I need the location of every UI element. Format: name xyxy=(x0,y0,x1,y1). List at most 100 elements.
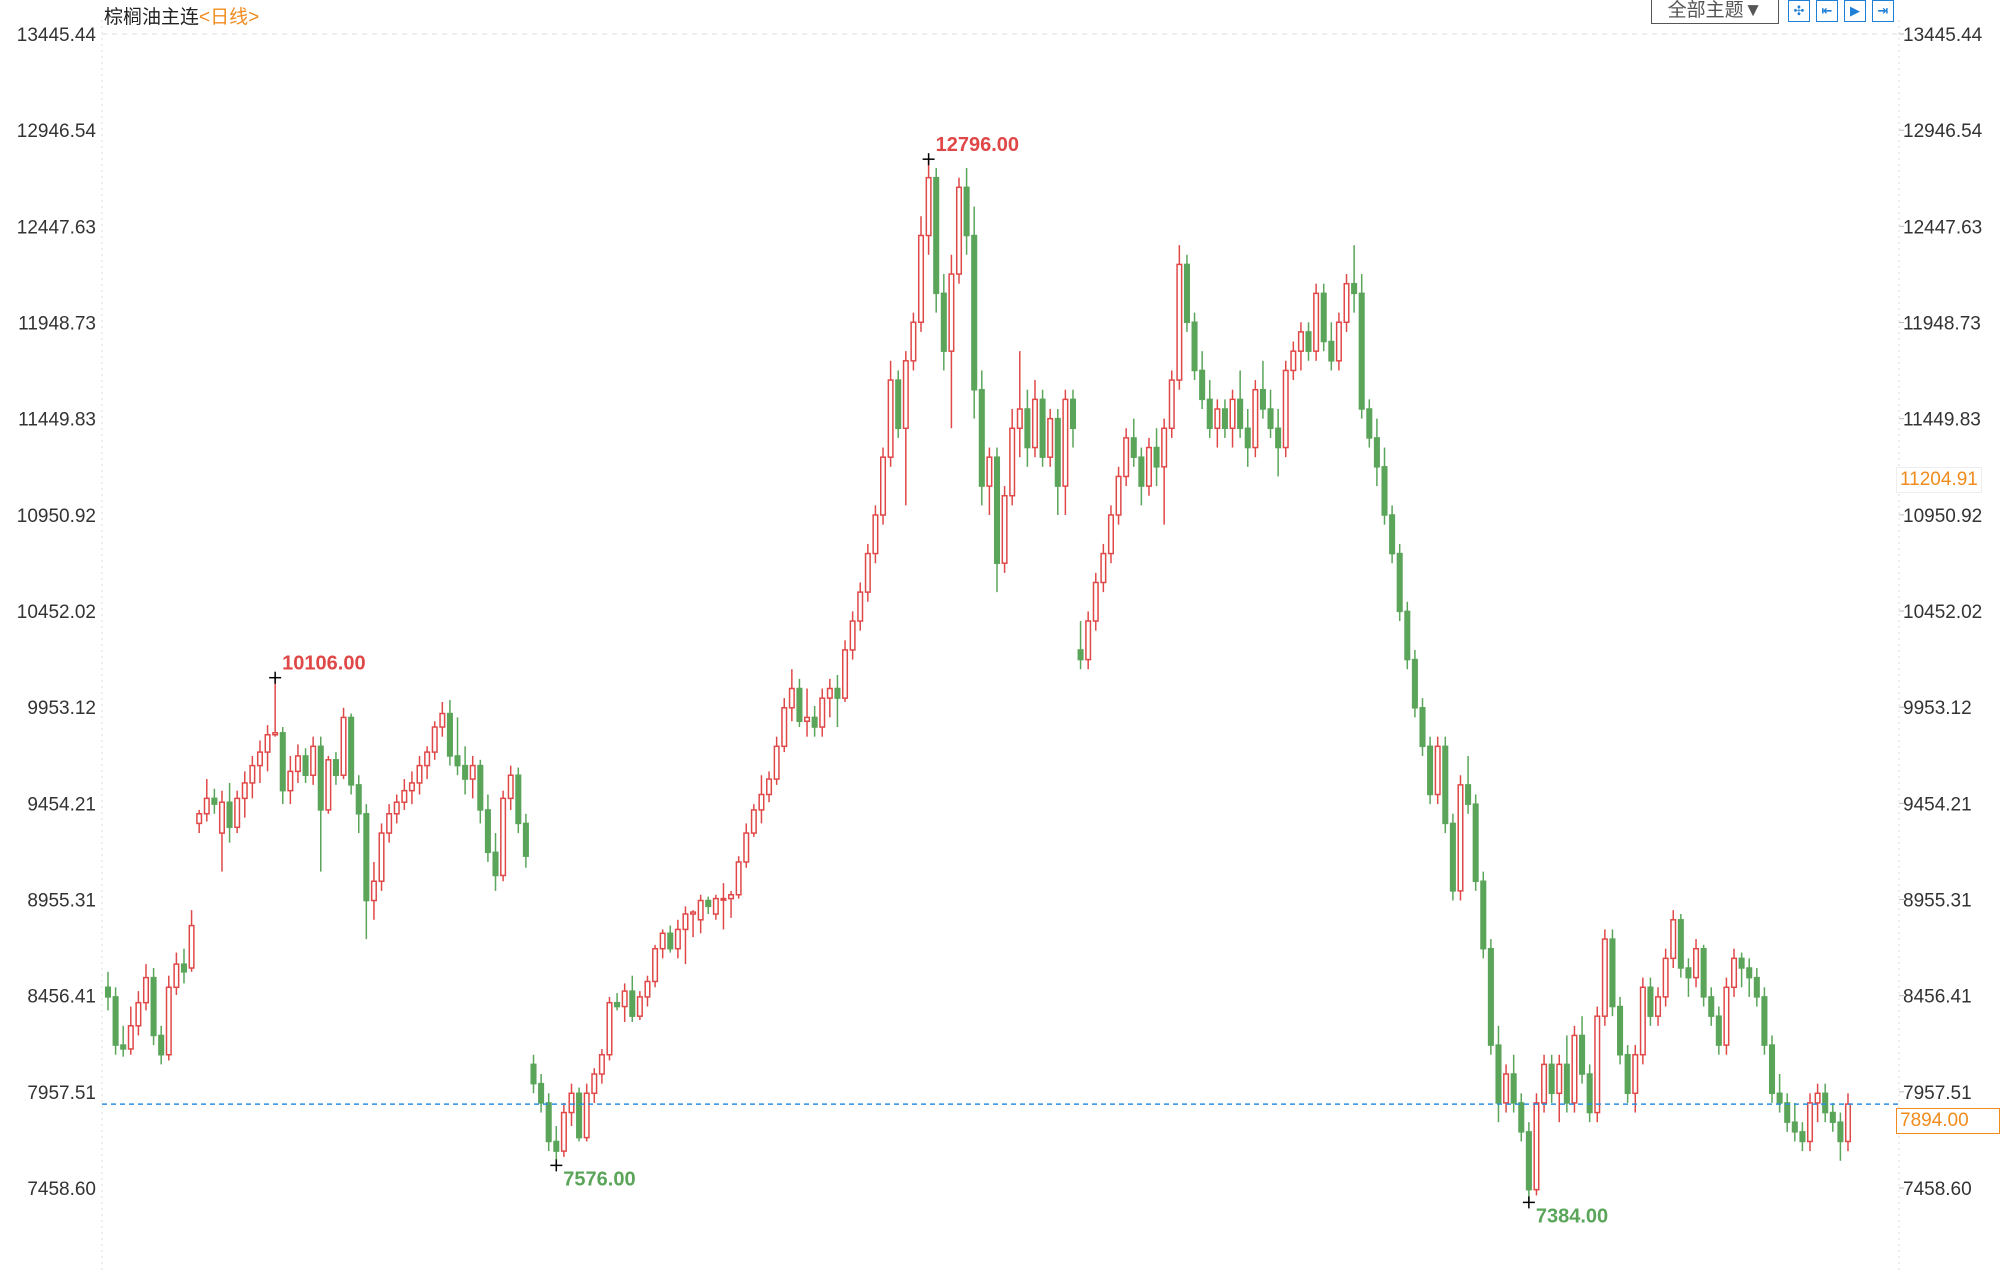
candle xyxy=(408,771,415,805)
play-icon[interactable]: ▶ xyxy=(1844,0,1866,22)
candle-body-up xyxy=(249,764,256,784)
candle xyxy=(766,771,773,803)
candle-body-up xyxy=(766,778,773,796)
candle-body-down xyxy=(1776,1092,1783,1104)
candle xyxy=(743,823,750,868)
candle xyxy=(1768,1035,1776,1103)
jump-start-icon[interactable]: ⇤ xyxy=(1816,0,1838,22)
candle xyxy=(1586,1064,1593,1123)
candle xyxy=(1153,428,1160,487)
candle-body-up xyxy=(674,928,681,950)
candle-body-up xyxy=(682,913,689,931)
candle xyxy=(1305,322,1312,361)
candle xyxy=(1822,1083,1829,1123)
theme-select[interactable]: 全部主题▼ xyxy=(1651,0,1779,24)
candle-body-down xyxy=(1510,1073,1517,1104)
candle-body-down xyxy=(1404,610,1411,661)
candle xyxy=(986,447,993,516)
candle xyxy=(1776,1074,1783,1113)
candle-body-down xyxy=(1054,417,1061,487)
candle-body-up xyxy=(431,726,438,753)
candle xyxy=(925,159,932,255)
y-tick-label-right: 11948.73 xyxy=(1903,314,1981,335)
candle xyxy=(629,975,636,1022)
candle-body-down xyxy=(515,774,522,825)
candle-body-down xyxy=(1487,947,1494,1046)
instrument-name: 棕榈油主连 xyxy=(104,7,200,28)
candle xyxy=(1031,380,1039,458)
candle-body-up xyxy=(1655,996,1662,1017)
candle xyxy=(1715,1006,1722,1055)
candle xyxy=(583,1083,590,1142)
candle-body-down xyxy=(120,1044,127,1050)
candle-body-down xyxy=(1039,398,1046,458)
candle-body-down xyxy=(1244,427,1251,449)
candle xyxy=(1753,967,1760,1007)
candle-body-up xyxy=(1571,1034,1578,1104)
period-label[interactable]: <日线> xyxy=(199,7,260,28)
candle-body-up xyxy=(196,813,203,825)
candle-body-down xyxy=(302,755,309,776)
candle-body-down xyxy=(355,784,362,815)
candle-body-down xyxy=(1267,408,1274,430)
y-tick-label-left: 9454.21 xyxy=(27,794,96,815)
left-y-axis: 13445.44 12946.54 12447.63 11948.73 11449.83… xyxy=(17,25,97,1200)
candle-body-up xyxy=(1601,938,1608,1017)
candle xyxy=(1844,1093,1852,1152)
candle-body-up xyxy=(218,801,226,834)
candle xyxy=(1001,486,1008,573)
candle xyxy=(310,736,317,785)
candle-body-up xyxy=(955,186,963,275)
candle xyxy=(1685,958,1692,997)
candle-body-up xyxy=(690,911,697,915)
candle xyxy=(1419,698,1426,756)
candle-body-down xyxy=(1427,745,1434,796)
candle xyxy=(826,678,833,718)
candle xyxy=(1510,1054,1517,1113)
candle xyxy=(469,755,476,799)
candle-body-down xyxy=(1799,1131,1806,1143)
candle-body-down xyxy=(1784,1102,1791,1123)
crosshair-icon[interactable]: ✣ xyxy=(1788,0,1810,22)
candle xyxy=(1746,958,1753,997)
chart-title: 棕榈油主连<日线> xyxy=(104,2,259,29)
candle-body-down xyxy=(1472,803,1479,882)
candle xyxy=(1556,1054,1563,1123)
candle xyxy=(1214,399,1221,448)
crosshair-price-tag: 11204.91 xyxy=(1896,467,1982,493)
candle xyxy=(530,1054,537,1094)
candle-body-down xyxy=(667,932,674,950)
candle-body-up xyxy=(173,963,180,989)
candle-body-up xyxy=(310,745,317,776)
candle-body-down xyxy=(1130,437,1137,458)
candle-body-down xyxy=(629,990,636,1017)
candle xyxy=(1069,389,1077,448)
candle xyxy=(842,640,849,702)
candle xyxy=(1708,987,1715,1026)
candle xyxy=(796,678,803,728)
candle xyxy=(1723,977,1730,1055)
candle xyxy=(348,713,355,795)
candle xyxy=(917,216,925,332)
candle xyxy=(591,1068,598,1103)
candle xyxy=(272,677,279,737)
y-tick-label-right: 9454.21 xyxy=(1903,794,1972,815)
candle xyxy=(1495,1025,1502,1123)
candle xyxy=(1639,977,1646,1065)
candle-body-down xyxy=(1791,1121,1798,1133)
candle xyxy=(1168,370,1175,438)
candle-body-down xyxy=(1829,1111,1836,1123)
jump-end-icon[interactable]: ⇥ xyxy=(1872,0,1894,22)
candle xyxy=(120,1025,127,1057)
candle-body-up xyxy=(986,456,993,487)
candle xyxy=(1297,322,1304,371)
candle-body-up xyxy=(842,649,849,699)
candle-body-down xyxy=(1153,446,1160,468)
candle xyxy=(203,779,210,822)
candle xyxy=(1677,914,1684,978)
candle-body-down xyxy=(454,755,461,767)
candle xyxy=(218,790,226,872)
candle-body-up xyxy=(234,797,241,829)
candle-body-down xyxy=(1358,292,1365,410)
